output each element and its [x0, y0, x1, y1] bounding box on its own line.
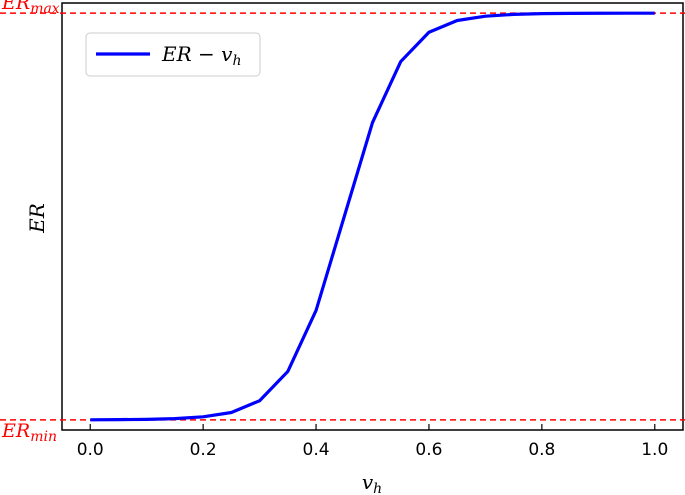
x-tick-label: 0.0 — [77, 440, 104, 460]
y-axis-label: ER — [25, 203, 49, 234]
x-tick-label: 0.6 — [415, 440, 442, 460]
er-min-label: ERmin — [1, 420, 57, 445]
series-line-er-vh — [90, 11, 655, 422]
x-tick-label: 0.2 — [190, 440, 217, 460]
legend-box — [85, 32, 261, 77]
x-tick-label: 0.8 — [528, 440, 555, 460]
legend: ER − vh — [85, 32, 261, 77]
legend-entry-er-vh: ER − vh — [161, 42, 241, 69]
x-axis-ticks: 0.0 0.2 0.4 0.6 0.8 1.0 — [77, 424, 668, 460]
x-tick-label: 1.0 — [641, 440, 668, 460]
x-axis-label: vh — [362, 470, 382, 495]
x-tick-label: 0.4 — [303, 440, 330, 460]
plot-frame — [61, 2, 684, 431]
er-max-label: ERmax — [1, 0, 60, 17]
